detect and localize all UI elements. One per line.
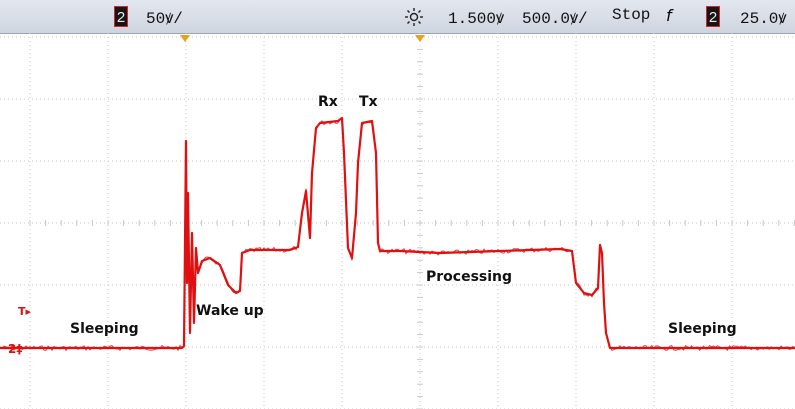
falling-edge-icon: f [666, 6, 672, 25]
graticule [0, 33, 795, 409]
label-processing: Processing [426, 269, 513, 285]
graticule-ticks [29, 36, 795, 409]
status-bar: 2 50ꝟ/ 1.500ꝟ 500.0ꝟ/ Stop f 2 25.0ꝟ [0, 0, 795, 34]
label-wake-up: Wake up [196, 303, 264, 319]
label-rx: Rx [318, 94, 338, 110]
trigger-marker-label: T [18, 305, 26, 318]
signal-trace-noise [0, 117, 795, 352]
delay-marker-icon [415, 35, 425, 42]
channel-ground-marker[interactable]: 2‡ [8, 342, 23, 356]
waveform-display [0, 33, 795, 409]
channel-badge[interactable]: 2 [114, 6, 128, 27]
trigger-level-marker[interactable]: T▸ [18, 305, 32, 318]
label-tx: Tx [359, 94, 378, 110]
delay-readout[interactable]: 1.500ꝟ [448, 10, 505, 28]
time-per-div[interactable]: 500.0ꝟ/ [522, 10, 588, 28]
run-state[interactable]: Stop [612, 6, 651, 24]
trigger-channel-badge[interactable]: 2 [706, 6, 720, 27]
label-sleeping-right: Sleeping [668, 321, 737, 337]
volts-per-div[interactable]: 50ꝟ/ [146, 10, 183, 28]
signal-trace [0, 116, 795, 350]
trigger-position-icon [180, 35, 190, 42]
label-sleeping-left: Sleeping [70, 321, 139, 337]
channel-marker-label: 2 [8, 342, 17, 356]
trigger-level[interactable]: 25.0ꝟ [740, 10, 787, 28]
sun-icon [405, 8, 423, 26]
